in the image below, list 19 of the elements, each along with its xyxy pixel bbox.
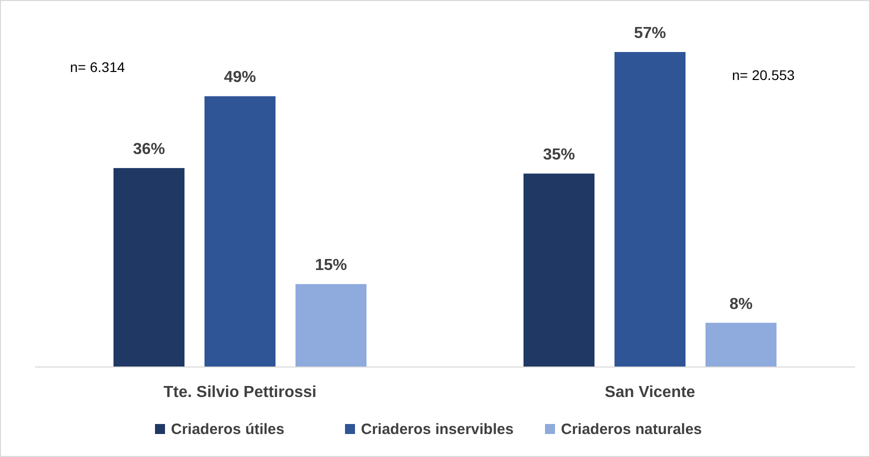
data-label: 36% [132,141,166,158]
annotation: n= 6.314 [70,59,126,75]
legend-label: Criaderos naturales [561,421,702,438]
data-label: 15% [314,257,348,274]
bar [706,322,776,367]
legend-label: Criaderos útiles [171,421,284,438]
data-label: 49% [224,69,256,86]
x-tick-label: Tte. Silvio Pettirossi [164,384,316,401]
bar [204,96,276,367]
bar [524,174,594,367]
bar [296,284,366,367]
legend-label: Criaderos inservibles [361,421,514,438]
x-tick-label: San Vicente [604,384,696,401]
bar [614,52,686,367]
data-label: 57% [634,25,666,42]
data-label: 8% [729,296,753,313]
annotation: n= 20.553 [732,67,795,83]
bar [114,168,184,367]
data-label: 35% [542,146,576,164]
